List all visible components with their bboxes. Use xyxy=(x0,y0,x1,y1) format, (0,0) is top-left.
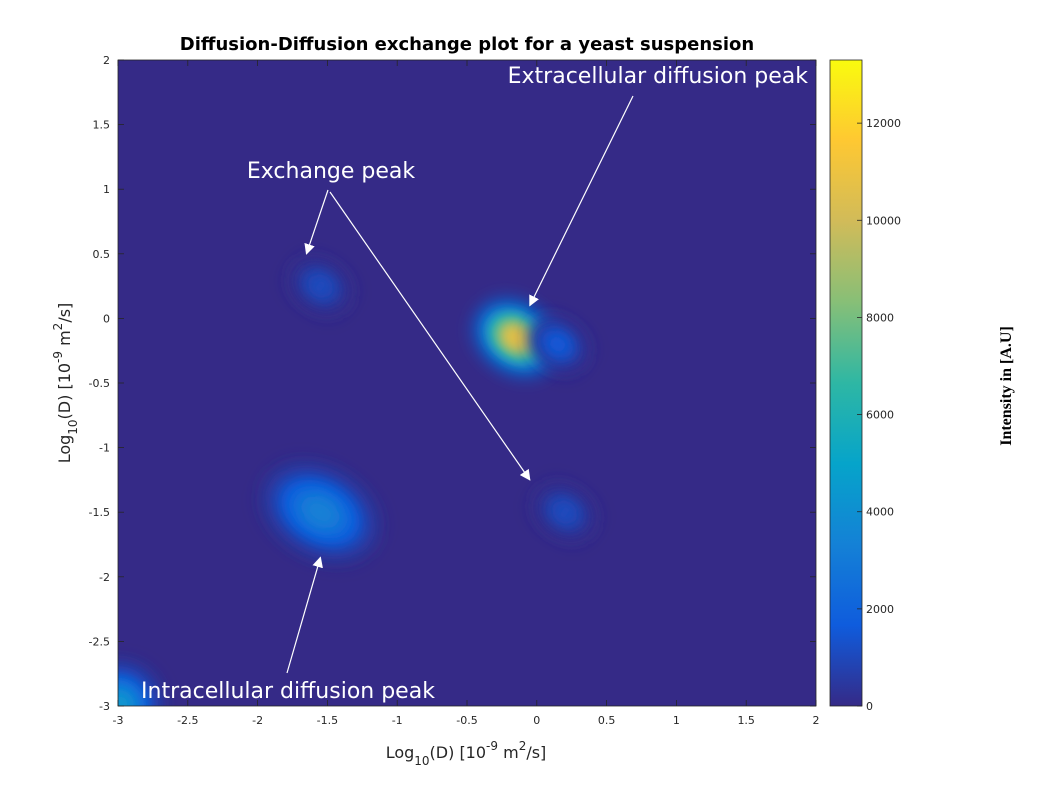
peak-1-level-5 xyxy=(549,336,567,352)
x-tick-label: -2 xyxy=(252,714,263,727)
x-tick-label: -0.5 xyxy=(456,714,477,727)
y-tick-label: 2 xyxy=(103,54,110,67)
y-tick-label: -1 xyxy=(99,442,110,455)
y-tick-label: -2 xyxy=(99,571,110,584)
colorbar-label: Intensity in [A.U] xyxy=(998,326,1015,446)
annotation-arrows xyxy=(286,95,634,674)
colorbar-tick-label: 6000 xyxy=(866,409,894,422)
annotation-label-0: Extracellular diffusion peak xyxy=(508,64,809,89)
colorbar-tick-label: 2000 xyxy=(866,603,894,616)
x-tick-label: -1.5 xyxy=(317,714,338,727)
x-tick-label: 2 xyxy=(813,714,820,727)
peak-0-level-5 xyxy=(504,327,528,349)
annotation-arrow-1-0 xyxy=(304,189,329,255)
y-tick-label: 0 xyxy=(103,312,110,325)
y-axis-label: Log10(D) [10-9 m2/s] xyxy=(51,303,80,464)
plot-area: Extracellular diffusion peak Exchange pea… xyxy=(117,59,817,707)
annotation-arrow-1-1 xyxy=(329,191,531,481)
x-tick-label: 0.5 xyxy=(598,714,616,727)
x-axis-label: Log10(D) [10-9 m2/s] xyxy=(386,739,547,768)
x-tick-label: 1.5 xyxy=(737,714,755,727)
y-tick-label: -1.5 xyxy=(89,506,110,519)
annotation-texts: Extracellular diffusion peak Exchange pea… xyxy=(141,64,808,704)
y-tick-label: 0.5 xyxy=(93,248,111,261)
x-axis: -3 -2.5 -2 -1.5 -1 -0.5 0 0.5 1 1.5 2 xyxy=(113,60,820,727)
peak-1 xyxy=(531,320,585,369)
x-tick-label: -1 xyxy=(392,714,403,727)
colorbar: 0 2000 4000 6000 8000 10000 12000 Intensity in… xyxy=(829,59,1015,713)
annotation-arrow-2-0 xyxy=(286,556,323,674)
x-tick-label: -3 xyxy=(113,714,124,727)
colorbar-tick-label: 4000 xyxy=(866,506,894,519)
heatmap-peaks xyxy=(118,262,592,706)
y-tick-label: -3 xyxy=(99,700,110,713)
y-axis: -3 -2.5 -2 -1.5 -1 -0.5 0 0.5 1 1.5 2 xyxy=(89,54,816,713)
colorbar-tick-label: 8000 xyxy=(866,311,894,324)
colorbar-tick-label: 0 xyxy=(866,700,873,713)
colorbar-ticks: 0 2000 4000 6000 8000 10000 12000 xyxy=(857,117,901,713)
peak-0 xyxy=(477,302,555,373)
annotation-label-1: Exchange peak xyxy=(247,159,415,184)
peak-4-level-5 xyxy=(556,504,574,520)
y-tick-label: 1 xyxy=(103,183,110,196)
colorbar-tick-label: 12000 xyxy=(866,117,901,130)
y-tick-label: -0.5 xyxy=(89,377,110,390)
colorbar-gradient xyxy=(829,59,863,707)
y-tick-label: 1.5 xyxy=(93,119,111,132)
y-tick-label: -2.5 xyxy=(89,635,110,648)
x-tick-label: 1 xyxy=(673,714,680,727)
peak-2 xyxy=(266,467,375,558)
x-tick-label: 0 xyxy=(533,714,540,727)
annotation-arrow-0-0 xyxy=(529,95,634,307)
x-tick-label: -2.5 xyxy=(177,714,198,727)
chart-title: Diffusion-Diffusion exchange plot for a … xyxy=(180,34,754,55)
peak-3 xyxy=(293,262,347,310)
annotation-label-2: Intracellular diffusion peak xyxy=(141,679,435,704)
peak-2-level-5 xyxy=(304,498,337,526)
peak-4 xyxy=(538,488,592,536)
peak-3-level-5 xyxy=(311,278,329,294)
heatmap-background xyxy=(118,60,816,706)
colorbar-tick-label: 10000 xyxy=(866,214,901,227)
peak-5 xyxy=(118,666,158,706)
peak-5-level-5 xyxy=(118,695,129,706)
